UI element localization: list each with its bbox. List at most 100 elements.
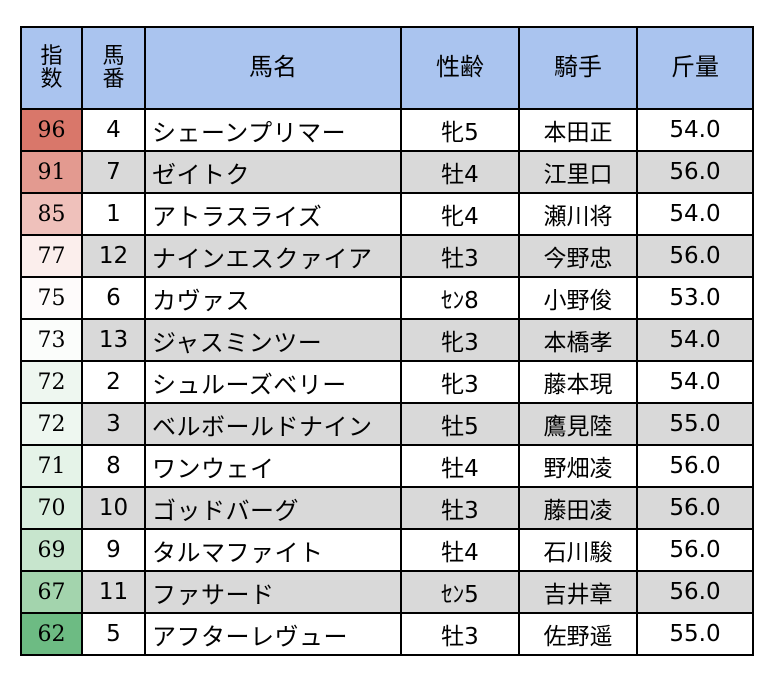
jockey-cell: 小野俊 xyxy=(518,276,638,320)
index-cell: 77 xyxy=(20,234,83,278)
horse-name-cell: アトラスライズ xyxy=(144,192,402,236)
jockey-cell: 吉井章 xyxy=(518,570,638,614)
index-cell: 72 xyxy=(20,360,83,404)
table-row: 77 12 ナインエスクァイア 牡3 今野忠 56.0 xyxy=(20,234,754,278)
header-jockey: 騎手 xyxy=(518,26,638,110)
sex-age-cell: 牡4 xyxy=(400,528,520,572)
weight-cell: 54.0 xyxy=(636,318,754,362)
number-cell: 4 xyxy=(81,108,146,152)
number-cell: 12 xyxy=(81,234,146,278)
weight-cell: 56.0 xyxy=(636,444,754,488)
sex-age-cell: 牡4 xyxy=(400,150,520,194)
horse-name-cell: ゼイトク xyxy=(144,150,402,194)
number-cell: 5 xyxy=(81,612,146,656)
number-cell: 2 xyxy=(81,360,146,404)
sex-age-cell: ｾﾝ5 xyxy=(400,570,520,614)
number-cell: 6 xyxy=(81,276,146,320)
header-number-label: 馬番 xyxy=(102,43,125,92)
weight-cell: 54.0 xyxy=(636,360,754,404)
horse-name-cell: ナインエスクァイア xyxy=(144,234,402,278)
index-cell: 73 xyxy=(20,318,83,362)
table-row: 96 4 シェーンプリマー 牝5 本田正 54.0 xyxy=(20,108,754,152)
weight-cell: 54.0 xyxy=(636,108,754,152)
header-row: 指数 馬番 馬名 性齢 騎手 斤量 xyxy=(20,26,754,110)
index-cell: 91 xyxy=(20,150,83,194)
number-cell: 7 xyxy=(81,150,146,194)
table-row: 69 9 タルマファイト 牡4 石川駿 56.0 xyxy=(20,528,754,572)
table-row: 72 2 シュルーズベリー 牝3 藤本現 54.0 xyxy=(20,360,754,404)
index-cell: 70 xyxy=(20,486,83,530)
jockey-cell: 野畑凌 xyxy=(518,444,638,488)
sex-age-cell: 牡3 xyxy=(400,234,520,278)
jockey-cell: 江里口 xyxy=(518,150,638,194)
horse-name-cell: シェーンプリマー xyxy=(144,108,402,152)
index-cell: 67 xyxy=(20,570,83,614)
horse-name-cell: タルマファイト xyxy=(144,528,402,572)
horse-name-cell: ファサード xyxy=(144,570,402,614)
jockey-cell: 藤本現 xyxy=(518,360,638,404)
table-row: 71 8 ワンウェイ 牡4 野畑凌 56.0 xyxy=(20,444,754,488)
weight-cell: 56.0 xyxy=(636,150,754,194)
jockey-cell: 瀬川将 xyxy=(518,192,638,236)
horse-name-cell: ゴッドバーグ xyxy=(144,486,402,530)
number-cell: 1 xyxy=(81,192,146,236)
sex-age-cell: 牡3 xyxy=(400,612,520,656)
index-cell: 62 xyxy=(20,612,83,656)
table-row: 85 1 アトラスライズ 牝4 瀬川将 54.0 xyxy=(20,192,754,236)
weight-cell: 56.0 xyxy=(636,570,754,614)
jockey-cell: 鷹見陸 xyxy=(518,402,638,446)
header-index: 指数 xyxy=(20,26,83,110)
index-cell: 69 xyxy=(20,528,83,572)
index-cell: 71 xyxy=(20,444,83,488)
horse-name-cell: カヴァス xyxy=(144,276,402,320)
index-cell: 72 xyxy=(20,402,83,446)
sex-age-cell: 牝5 xyxy=(400,108,520,152)
number-cell: 3 xyxy=(81,402,146,446)
jockey-cell: 本橋孝 xyxy=(518,318,638,362)
header-number: 馬番 xyxy=(81,26,146,110)
index-cell: 75 xyxy=(20,276,83,320)
index-cell: 96 xyxy=(20,108,83,152)
header-weight: 斤量 xyxy=(636,26,754,110)
weight-cell: 55.0 xyxy=(636,612,754,656)
table-row: 75 6 カヴァス ｾﾝ8 小野俊 53.0 xyxy=(20,276,754,320)
weight-cell: 56.0 xyxy=(636,528,754,572)
horse-name-cell: ベルボールドナイン xyxy=(144,402,402,446)
weight-cell: 56.0 xyxy=(636,234,754,278)
sex-age-cell: ｾﾝ8 xyxy=(400,276,520,320)
sex-age-cell: 牡5 xyxy=(400,402,520,446)
sex-age-cell: 牡3 xyxy=(400,486,520,530)
horse-name-cell: ジャスミンツー xyxy=(144,318,402,362)
number-cell: 10 xyxy=(81,486,146,530)
table-row: 91 7 ゼイトク 牡4 江里口 56.0 xyxy=(20,150,754,194)
table-row: 72 3 ベルボールドナイン 牡5 鷹見陸 55.0 xyxy=(20,402,754,446)
horse-name-cell: ワンウェイ xyxy=(144,444,402,488)
sex-age-cell: 牡4 xyxy=(400,444,520,488)
table-row: 73 13 ジャスミンツー 牝3 本橋孝 54.0 xyxy=(20,318,754,362)
number-cell: 9 xyxy=(81,528,146,572)
sex-age-cell: 牝3 xyxy=(400,318,520,362)
header-sex-age: 性齢 xyxy=(400,26,520,110)
header-index-label: 指数 xyxy=(40,43,63,92)
index-cell: 85 xyxy=(20,192,83,236)
number-cell: 8 xyxy=(81,444,146,488)
number-cell: 13 xyxy=(81,318,146,362)
horse-name-cell: アフターレヴュー xyxy=(144,612,402,656)
number-cell: 11 xyxy=(81,570,146,614)
weight-cell: 54.0 xyxy=(636,192,754,236)
sex-age-cell: 牝4 xyxy=(400,192,520,236)
race-table-container: 指数 馬番 馬名 性齢 騎手 斤量 96 4 シェーンプリマー 牝5 本田正 54.0 91… xyxy=(20,26,754,656)
jockey-cell: 本田正 xyxy=(518,108,638,152)
table-row: 67 11 ファサード ｾﾝ5 吉井章 56.0 xyxy=(20,570,754,614)
jockey-cell: 石川駿 xyxy=(518,528,638,572)
table-row: 70 10 ゴッドバーグ 牡3 藤田凌 56.0 xyxy=(20,486,754,530)
horse-name-cell: シュルーズベリー xyxy=(144,360,402,404)
table-row: 62 5 アフターレヴュー 牡3 佐野遥 55.0 xyxy=(20,612,754,656)
weight-cell: 55.0 xyxy=(636,402,754,446)
weight-cell: 56.0 xyxy=(636,486,754,530)
weight-cell: 53.0 xyxy=(636,276,754,320)
header-horse-name: 馬名 xyxy=(144,26,402,110)
race-index-table: 指数 馬番 馬名 性齢 騎手 斤量 96 4 シェーンプリマー 牝5 本田正 54.0 91… xyxy=(20,26,754,656)
jockey-cell: 今野忠 xyxy=(518,234,638,278)
sex-age-cell: 牝3 xyxy=(400,360,520,404)
